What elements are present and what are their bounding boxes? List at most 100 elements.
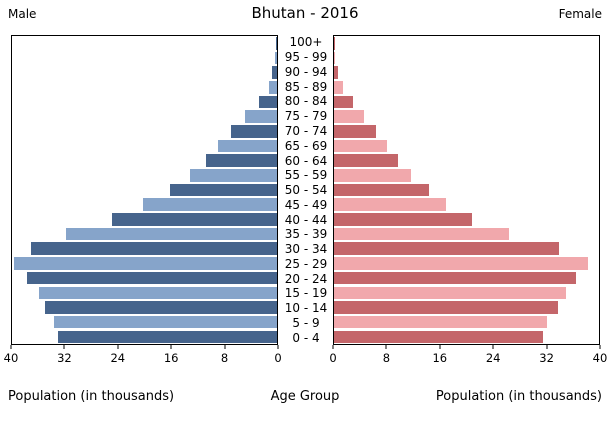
age-group-label-45-49: 45 - 49 xyxy=(284,197,328,212)
age-group-label-95-99: 95 - 99 xyxy=(284,50,328,65)
male-row-70-74 xyxy=(12,124,277,139)
female-bar-50-54 xyxy=(334,183,430,197)
male-bar-20-24 xyxy=(26,271,277,285)
axis-tick-label-0: 0 xyxy=(329,351,337,365)
female-row-45-49 xyxy=(334,197,599,212)
axis-tick-mark-32 xyxy=(63,345,65,349)
male-bar-30-34 xyxy=(30,242,277,255)
female-bar-95-99 xyxy=(334,51,336,65)
age-group-label-80-84: 80 - 84 xyxy=(284,94,328,109)
male-axis-title: Population (in thousands) xyxy=(8,389,175,404)
female-series-label: Female xyxy=(558,7,602,21)
female-row-0-4 xyxy=(334,329,599,344)
female-bar-30-34 xyxy=(334,242,559,255)
male-row-85-89 xyxy=(12,80,277,95)
male-row-5-9 xyxy=(12,315,277,330)
male-bar-10-14 xyxy=(45,301,277,314)
female-axis-title: Population (in thousands) xyxy=(435,389,602,404)
female-bar-65-69 xyxy=(334,139,387,153)
female-row-20-24 xyxy=(334,271,599,286)
axis-tick-label-8: 8 xyxy=(220,351,229,365)
axis-tick-mark-8 xyxy=(224,345,226,349)
female-bar-100+ xyxy=(334,37,336,50)
axis-tick-label-40: 40 xyxy=(592,351,608,365)
female-bar-75-79 xyxy=(334,110,364,123)
male-row-15-19 xyxy=(12,285,277,300)
female-bar-15-19 xyxy=(334,286,566,299)
axis-tick-label-0: 0 xyxy=(274,351,282,365)
age-group-label-20-24: 20 - 24 xyxy=(284,271,328,286)
female-row-35-39 xyxy=(334,227,599,242)
male-row-45-49 xyxy=(12,197,277,212)
age-group-label-90-94: 90 - 94 xyxy=(284,64,328,79)
female-bar-20-24 xyxy=(334,271,577,285)
female-row-90-94 xyxy=(334,65,599,80)
male-bar-90-94 xyxy=(271,66,277,79)
axis-tick-mark-0 xyxy=(277,345,279,349)
female-plot xyxy=(333,35,600,345)
female-row-60-64 xyxy=(334,153,599,168)
male-bar-65-69 xyxy=(218,139,277,153)
male-row-95-99 xyxy=(12,51,277,66)
male-row-80-84 xyxy=(12,95,277,110)
female-bar-60-64 xyxy=(334,154,398,167)
age-group-label-35-39: 35 - 39 xyxy=(284,227,328,242)
age-group-label-60-64: 60 - 64 xyxy=(284,153,328,168)
male-bar-100+ xyxy=(275,37,277,50)
female-bar-25-29 xyxy=(334,257,589,270)
female-bar-40-44 xyxy=(334,213,473,226)
male-bar-95-99 xyxy=(275,51,277,65)
age-group-axis-title: Age Group xyxy=(270,389,340,404)
axis-tick-mark-0 xyxy=(332,345,334,349)
female-row-30-34 xyxy=(334,241,599,256)
male-row-25-29 xyxy=(12,256,277,271)
male-row-0-4 xyxy=(12,329,277,344)
male-row-100+ xyxy=(12,36,277,51)
axis-tick-label-8: 8 xyxy=(382,351,391,365)
female-bar-80-84 xyxy=(334,95,354,109)
axis-tick-label-24: 24 xyxy=(110,351,126,365)
female-row-80-84 xyxy=(334,95,599,110)
male-bar-5-9 xyxy=(54,315,277,329)
axis-tick-mark-24 xyxy=(117,345,119,349)
male-bar-50-54 xyxy=(169,183,277,197)
female-bar-45-49 xyxy=(334,198,446,211)
female-bar-70-74 xyxy=(334,125,377,138)
axis-tick-label-16: 16 xyxy=(432,351,448,365)
female-row-5-9 xyxy=(334,315,599,330)
axis-tick-mark-16 xyxy=(170,345,172,349)
age-group-label-85-89: 85 - 89 xyxy=(284,79,328,94)
female-row-25-29 xyxy=(334,256,599,271)
male-row-90-94 xyxy=(12,65,277,80)
female-bar-0-4 xyxy=(334,330,543,344)
axis-tick-mark-8 xyxy=(385,345,387,349)
female-row-50-54 xyxy=(334,183,599,198)
male-bar-75-79 xyxy=(245,110,277,123)
male-plot xyxy=(11,35,278,345)
female-bar-55-59 xyxy=(334,169,411,182)
male-bar-15-19 xyxy=(38,286,277,299)
axis-tick-label-16: 16 xyxy=(163,351,179,365)
female-row-75-79 xyxy=(334,109,599,124)
age-group-column: 100+ 95 - 99 90 - 94 85 - 89 80 - 84 75 - 79 7… xyxy=(279,35,333,345)
age-group-label-0-4: 0 - 4 xyxy=(292,330,320,345)
age-group-label-30-34: 30 - 34 xyxy=(284,242,328,257)
age-group-label-40-44: 40 - 44 xyxy=(284,212,328,227)
female-row-15-19 xyxy=(334,285,599,300)
age-group-label-50-54: 50 - 54 xyxy=(284,183,328,198)
age-group-label-10-14: 10 - 14 xyxy=(284,301,328,316)
age-group-label-25-29: 25 - 29 xyxy=(284,256,328,271)
male-row-65-69 xyxy=(12,139,277,154)
female-row-65-69 xyxy=(334,139,599,154)
axis-tick-label-40: 40 xyxy=(3,351,19,365)
male-bar-80-84 xyxy=(259,95,277,109)
female-bar-5-9 xyxy=(334,315,548,329)
female-row-55-59 xyxy=(334,168,599,183)
male-bar-35-39 xyxy=(66,227,277,241)
male-row-10-14 xyxy=(12,300,277,315)
age-group-label-15-19: 15 - 19 xyxy=(284,286,328,301)
age-group-label-75-79: 75 - 79 xyxy=(284,109,328,124)
age-group-label-100+: 100+ xyxy=(289,35,323,50)
male-row-35-39 xyxy=(12,227,277,242)
